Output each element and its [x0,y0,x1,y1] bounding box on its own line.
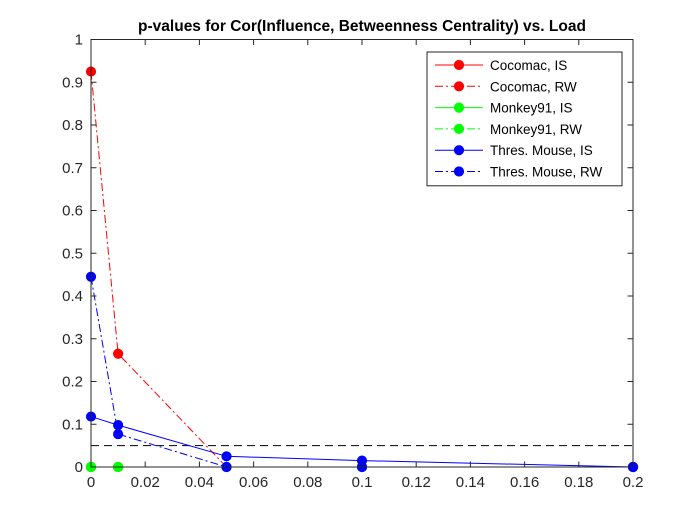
legend-label: Cocomac, RW [490,79,577,94]
data-point [113,348,124,359]
legend-box [426,51,623,187]
y-tick-label: 0 [75,459,83,476]
y-tick-label: 0.7 [62,160,83,177]
y-tick-label: 0.9 [62,74,83,91]
x-tick-label: 0.12 [402,474,431,491]
y-tick-label: 0.2 [62,374,83,391]
x-tick-label: 0.04 [185,474,214,491]
legend-marker [453,81,465,92]
y-tick-label: 1 [75,32,83,49]
legend-marker [453,145,465,156]
y-tick-label: 0.1 [62,416,83,433]
legend-marker [453,59,465,71]
data-point [113,420,124,431]
legend-label: Monkey91, RW [490,122,582,137]
data-point [221,451,232,462]
x-tick-label: 0 [87,474,95,491]
legend-label: Thres. Mouse, IS [490,143,593,158]
x-tick-label: 0.02 [131,474,160,491]
x-tick-label: 0.2 [623,474,644,491]
legend-label: Monkey91, IS [490,101,573,116]
y-tick-label: 0.4 [62,288,83,305]
y-tick-label: 0.6 [62,203,83,220]
legend-label: Thres. Mouse, RW [490,165,603,180]
y-tick-label: 0.5 [62,245,83,262]
x-tick-label: 0.06 [239,474,268,491]
x-tick-label: 0.18 [564,474,593,491]
legend-label: Cocomac, IS [490,58,567,73]
x-tick-label: 0.08 [293,474,322,491]
legend-marker [453,102,465,113]
legend-marker [453,166,465,177]
series-line [90,71,633,468]
legend-marker [453,123,465,134]
x-tick-label: 0.16 [510,474,539,491]
y-tick-label: 0.8 [62,117,83,134]
x-tick-label: 0.14 [456,474,485,491]
data-point [113,428,124,440]
chart-title: p-values for Cor(Influence, Betweenness … [138,18,586,35]
y-tick-label: 0.3 [62,331,83,348]
x-tick-label: 0.1 [352,474,373,491]
